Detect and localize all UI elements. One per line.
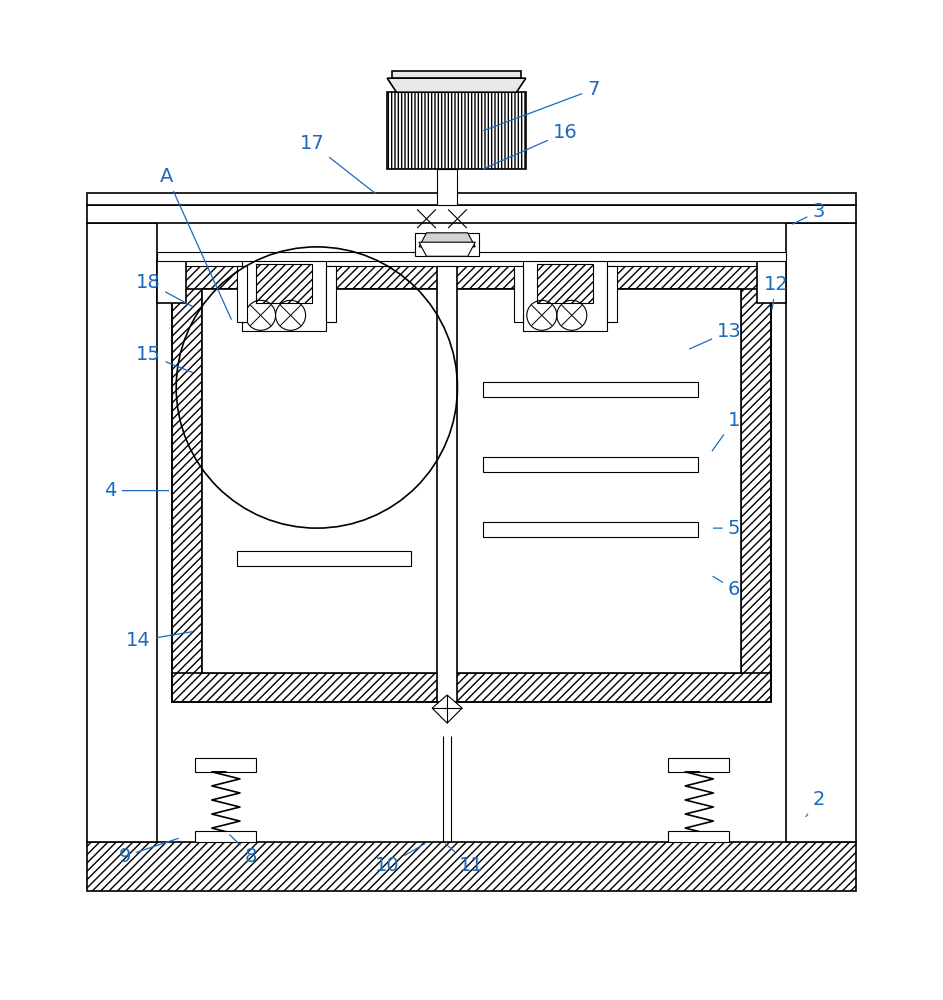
Bar xyxy=(256,264,312,303)
Bar xyxy=(669,831,729,842)
Bar xyxy=(195,758,256,772)
Bar xyxy=(757,261,786,303)
Bar xyxy=(157,261,186,303)
Text: 5: 5 xyxy=(713,519,740,538)
Bar xyxy=(437,169,457,205)
Bar xyxy=(172,254,771,266)
Bar xyxy=(388,92,526,169)
Text: 11: 11 xyxy=(445,844,484,875)
Bar xyxy=(172,673,771,702)
Bar xyxy=(326,266,336,322)
Text: 18: 18 xyxy=(136,273,192,307)
Polygon shape xyxy=(419,242,475,256)
Bar xyxy=(514,266,523,322)
Bar xyxy=(437,242,457,702)
Bar xyxy=(237,551,410,566)
Bar xyxy=(483,382,699,397)
Bar xyxy=(172,261,771,702)
Bar xyxy=(415,233,479,256)
Text: 4: 4 xyxy=(105,481,169,500)
Bar xyxy=(392,71,521,78)
Text: 10: 10 xyxy=(374,844,425,875)
Bar xyxy=(607,266,617,322)
Bar xyxy=(483,457,699,472)
Bar xyxy=(786,223,856,842)
Text: 16: 16 xyxy=(484,123,578,169)
Text: 3: 3 xyxy=(793,202,824,224)
Bar xyxy=(669,758,729,772)
Bar xyxy=(237,266,246,322)
Bar xyxy=(87,223,157,842)
Text: 8: 8 xyxy=(230,835,257,866)
Bar xyxy=(538,264,593,303)
Text: 12: 12 xyxy=(764,275,788,310)
Bar xyxy=(741,261,771,702)
Bar xyxy=(523,256,607,331)
Bar xyxy=(202,289,741,673)
Text: 14: 14 xyxy=(126,631,192,650)
Bar xyxy=(87,193,856,205)
Bar xyxy=(172,261,202,702)
Polygon shape xyxy=(432,695,462,723)
Text: 2: 2 xyxy=(806,790,824,817)
Bar xyxy=(157,252,786,261)
Polygon shape xyxy=(388,78,526,92)
Bar xyxy=(483,522,699,537)
Bar xyxy=(195,831,256,842)
Text: 9: 9 xyxy=(119,838,178,866)
Text: 17: 17 xyxy=(300,134,375,194)
Text: A: A xyxy=(160,167,231,319)
Text: 13: 13 xyxy=(689,322,742,349)
Bar xyxy=(87,842,856,891)
Polygon shape xyxy=(419,233,475,247)
Bar xyxy=(87,205,856,223)
Text: 6: 6 xyxy=(713,576,740,599)
Bar xyxy=(172,261,771,289)
Text: 1: 1 xyxy=(712,411,740,451)
Text: 7: 7 xyxy=(484,80,600,131)
Text: 15: 15 xyxy=(136,345,192,372)
Bar xyxy=(241,256,326,331)
